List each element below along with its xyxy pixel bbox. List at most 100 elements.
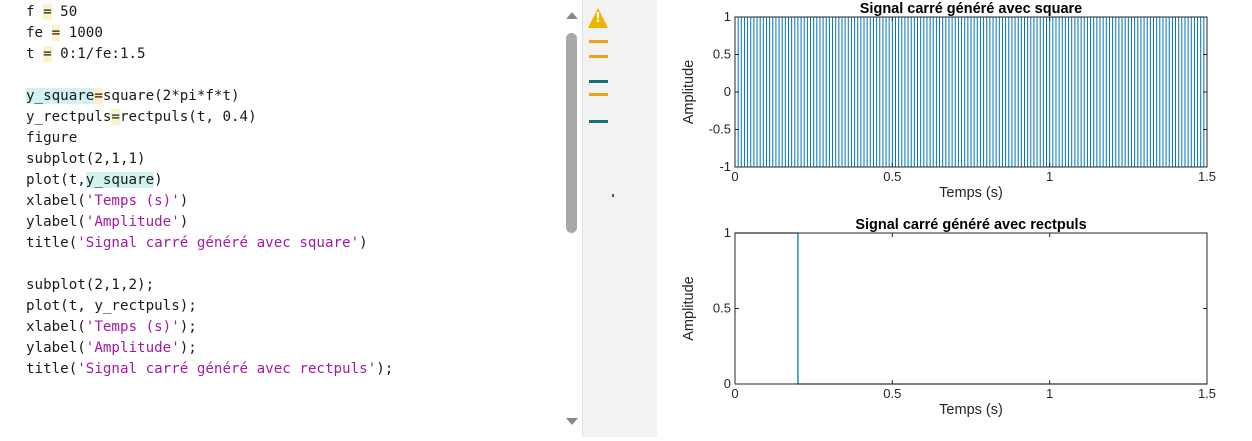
scrollbar-thumb[interactable] [566,33,577,233]
warning-icon[interactable] [588,8,608,28]
code-line[interactable]: y_square=square(2*pi*f*t) [26,86,240,107]
string-token: 'Signal carré généré avec square' [77,235,360,251]
string-token: 'Amplitude' [85,214,180,230]
code-token: ); [179,319,197,335]
panel-divider[interactable] [612,0,657,437]
scroll-down-arrow-icon[interactable] [566,418,578,425]
code-token: subplot(2,1,2); [26,277,155,293]
code-token: title( [26,235,78,251]
code-token: rectpuls(t, 0.4) [119,109,257,125]
code-line[interactable]: ylabel('Amplitude'); [26,338,197,359]
code-line[interactable]: f = 50 [26,2,77,23]
teal-marker-icon[interactable] [589,120,608,123]
y-tick-label: -1 [719,159,731,174]
code-token: subplot(2,1,1) [26,151,146,167]
string-token: 'Temps (s)' [85,319,180,335]
code-token: title( [26,361,78,377]
yellow-marker-icon[interactable] [589,55,608,58]
code-line[interactable]: fe = 1000 [26,23,103,44]
y-tick-label: 1 [724,225,731,240]
yellow-marker-icon[interactable] [589,93,608,96]
code-token: = [94,88,103,104]
code-token: = [43,4,52,20]
y-tick-label: 0.5 [713,301,731,316]
axes-box [734,232,1208,385]
code-line[interactable]: xlabel('Temps (s)'); [26,317,197,338]
code-line[interactable]: plot(t,y_square) [26,170,163,191]
series-line [735,232,1207,385]
subplot-2 [734,232,1208,385]
x-tick-label: 0 [731,386,738,401]
code-token: square(2*pi*f*t) [102,88,240,104]
code-token: xlabel( [26,319,86,335]
code-token: f [26,4,44,20]
editor-scrollbar[interactable] [565,8,579,433]
y-tick-label: 0 [724,84,731,99]
code-token: = [51,25,61,41]
code-token: y_square [85,172,155,188]
series-line [735,16,1207,168]
code-token: fe [26,25,52,41]
subplot-1 [734,16,1208,168]
string-token: 'Amplitude' [85,340,180,356]
y-tick-label: 0 [724,376,731,391]
code-token: ylabel( [26,214,86,230]
x-tick-label: 0 [731,169,738,184]
y-axis-label: Amplitude [681,60,697,124]
code-token: figure [26,130,78,146]
yellow-marker-icon[interactable] [589,40,608,43]
code-token: ); [376,361,394,377]
divider-handle[interactable] [612,194,614,197]
code-token: 50 [51,4,78,20]
x-tick-label: 1 [1046,386,1053,401]
code-token: y_rectpuls [26,109,112,125]
code-line[interactable]: plot(t, y_rectpuls); [26,296,197,317]
chart-title: Signal carré généré avec rectpuls [855,217,1086,233]
teal-marker-icon[interactable] [589,80,608,83]
chart-title: Signal carré généré avec square [860,1,1082,17]
warning-glyph: ! [595,11,601,26]
x-axis-label: Temps (s) [939,185,1003,201]
code-line[interactable]: title('Signal carré généré avec rectpuls… [26,359,393,380]
code-token: y_square [26,88,95,104]
code-token: xlabel( [26,193,86,209]
scroll-up-arrow-icon[interactable] [566,12,578,19]
code-line[interactable]: t = 0:1/fe:1.5 [26,44,146,65]
y-tick-label: 1 [724,9,731,24]
code-token: 0:1/fe:1.5 [51,46,146,62]
code-analyzer-gutter: ! [582,0,612,437]
code-line[interactable]: subplot(2,1,1) [26,149,146,170]
x-tick-label: 1.5 [1198,169,1216,184]
code-line[interactable]: y_rectpuls=rectpuls(t, 0.4) [26,107,257,128]
y-tick-label: -0.5 [709,122,731,137]
figure-canvas: 0 0.5 1 1.5 -1 -0.5 0 0.5 1 Signal carré généré a… [681,1,1216,418]
code-line[interactable]: title('Signal carré généré avec square') [26,233,368,254]
code-token: ) [154,172,163,188]
y-tick-label: 0.5 [713,47,731,62]
code-token: plot(t, [26,172,86,188]
code-line[interactable]: figure [26,128,77,149]
code-token: 1000 [60,25,103,41]
y-axis-label: Amplitude [681,276,697,340]
code-line[interactable]: xlabel('Temps (s)') [26,191,188,212]
code-token: ) [179,214,189,230]
string-token: 'Temps (s)' [85,193,180,209]
code-token: t [26,46,44,62]
x-tick-label: 1.5 [1198,386,1216,401]
x-axis-label: Temps (s) [939,402,1003,418]
code-token: plot(t, y_rectpuls); [26,298,197,314]
x-tick-label: 0.5 [883,169,901,184]
code-token: ylabel( [26,340,86,356]
string-token: 'Signal carré généré avec rectpuls' [77,361,377,377]
figure-window: 0 0.5 1 1.5 -1 -0.5 0 0.5 1 Signal carré généré a… [657,0,1252,437]
code-token: ); [179,340,197,356]
code-token: = [111,109,120,125]
code-token: = [43,46,52,62]
code-editor[interactable]: f = 50 fe = 1000 t = 0:1/fe:1.5 y_square=sq… [0,0,612,437]
code-token: ) [179,193,189,209]
code-token: ) [359,235,368,251]
code-line[interactable]: subplot(2,1,2); [26,275,154,296]
x-tick-label: 0.5 [883,386,901,401]
code-line[interactable]: ylabel('Amplitude') [26,212,188,233]
x-tick-label: 1 [1046,169,1053,184]
